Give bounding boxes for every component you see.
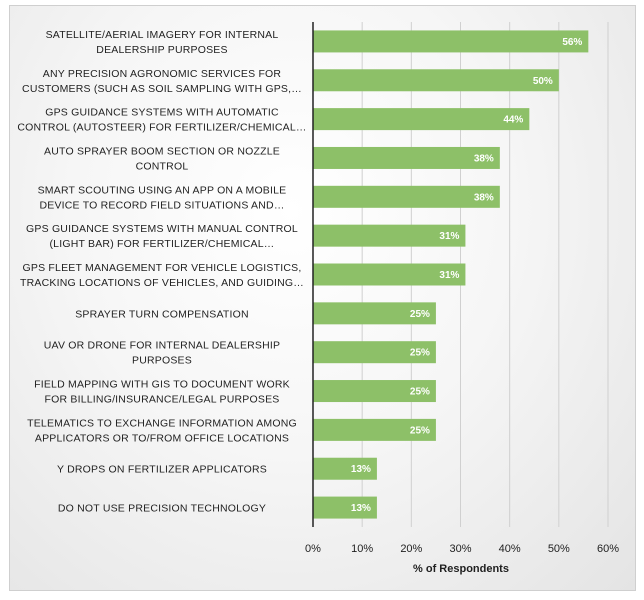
x-tick-label: 40% [499,543,521,555]
x-tick-label: 10% [351,543,373,555]
bars: 56% 50% 44% 38% 38% 31% 31% 25% 25% 25% 25% 13% 13% [313,30,589,519]
category-label-line: ANY PRECISION AGRONOMIC SERVICES FOR [43,68,282,80]
category-labels: SATELLITE/AERIAL IMAGERY FOR INTERNAL DEA… [17,29,306,515]
bar [313,146,500,169]
bar [313,380,436,403]
category-label-line: DO NOT USE PRECISION TECHNOLOGY [58,503,266,515]
category-label-line: GPS FLEET MANAGEMENT FOR VEHICLE LOGISTI… [23,262,302,274]
category-label: TELEMATICS TO EXCHANGE INFORMATION AMONG… [27,417,297,444]
bar [313,302,436,325]
bar [313,263,466,286]
bar [313,224,466,247]
bar-value-label: 13% [351,503,371,514]
category-label: SPRAYER TURN COMPENSATION [75,308,249,320]
category-label-line: FOR BILLING/INSURANCE/LEGAL PURPOSES [45,394,280,406]
bar-value-label: 38% [474,153,494,164]
bar-value-label: 38% [474,192,494,203]
bar [313,341,436,364]
category-label-line: FIELD MAPPING WITH GIS TO DOCUMENT WORK [34,379,290,391]
category-label-line: GPS GUIDANCE SYSTEMS WITH MANUAL CONTROL [26,223,298,235]
category-label: SATELLITE/AERIAL IMAGERY FOR INTERNAL DEA… [46,29,279,56]
bar-value-label: 13% [351,464,371,475]
bar [313,30,589,53]
category-label-line: (LIGHT BAR) FOR FERTILIZER/CHEMICAL… [49,238,274,250]
bar-value-label: 25% [410,425,430,436]
category-label-line: SMART SCOUTING USING AN APP ON A MOBILE [38,184,287,196]
category-label-line: SPRAYER TURN COMPENSATION [75,308,249,320]
x-tick-label: 20% [400,543,422,555]
bar-chart: 56%50%44%38%38%31%31%25%25%25%25%13%13% … [17,22,619,575]
bar [313,457,377,480]
bar [313,418,436,441]
category-label-line: CONTROL [136,160,189,172]
bar [313,496,377,519]
category-label-line: SATELLITE/AERIAL IMAGERY FOR INTERNAL [46,29,279,41]
category-label-line: CUSTOMERS (SUCH AS SOIL SAMPLING WITH GP… [22,83,302,95]
category-label-line: DEVICE TO RECORD FIELD SITUATIONS AND… [39,199,284,211]
x-tick-label: 30% [449,543,471,555]
category-label-line: TELEMATICS TO EXCHANGE INFORMATION AMONG [27,417,297,429]
bar-value-label: 25% [410,387,430,398]
x-tick-label: 50% [548,543,570,555]
category-label-line: APPLICATORS OR TO/FROM OFFICE LOCATIONS [35,432,289,444]
bar-value-label: 56% [562,37,582,48]
category-label: Y DROPS ON FERTILIZER APPLICATORS [57,464,267,476]
chart-frame: 56% 50% 44% 38% 38% 31% 31% 25% 25% 25% 25% 13% 13% … [9,5,636,591]
bar [313,108,530,131]
x-axis-ticks: 0% 10% 20% 30% 40% 50% 60% [305,543,619,555]
bar-value-label: 50% [533,76,553,87]
category-label-line: GPS GUIDANCE SYSTEMS WITH AUTOMATIC [45,107,279,119]
category-label: FIELD MAPPING WITH GIS TO DOCUMENT WORK F… [34,379,290,406]
x-tick-label: 60% [597,543,619,555]
category-label-line: PURPOSES [132,355,192,367]
category-label: GPS GUIDANCE SYSTEMS WITH AUTOMATIC CONTR… [17,107,306,134]
bar [313,185,500,208]
bar-value-label: 31% [439,231,459,242]
bar-value-label: 31% [439,270,459,281]
category-label: SMART SCOUTING USING AN APP ON A MOBILE D… [38,184,287,211]
category-label: ANY PRECISION AGRONOMIC SERVICES FOR CUST… [22,68,302,95]
bar-value-label: 25% [410,348,430,359]
category-label-line: Y DROPS ON FERTILIZER APPLICATORS [57,464,267,476]
category-label-line: UAV OR DRONE FOR INTERNAL DEALERSHIP [44,340,281,352]
bar-value-label: 25% [410,309,430,320]
bar-value-label: 44% [503,115,523,126]
category-label: AUTO SPRAYER BOOM SECTION OR NOZZLE CONTR… [44,145,280,172]
category-label: DO NOT USE PRECISION TECHNOLOGY [58,503,266,515]
category-label-line: CONTROL (AUTOSTEER) FOR FERTILIZER/CHEMI… [17,122,306,134]
x-axis-title: % of Respondents [413,563,509,575]
category-label: GPS FLEET MANAGEMENT FOR VEHICLE LOGISTI… [20,262,304,289]
category-label-line: AUTO SPRAYER BOOM SECTION OR NOZZLE [44,145,280,157]
category-label-line: TRACKING LOCATIONS OF VEHICLES, AND GUID… [20,277,304,289]
category-label: UAV OR DRONE FOR INTERNAL DEALERSHIP PURP… [44,340,281,367]
category-label: GPS GUIDANCE SYSTEMS WITH MANUAL CONTROL… [26,223,298,250]
bar [313,69,559,92]
category-label-line: DEALERSHIP PURPOSES [96,44,227,56]
x-tick-label: 0% [305,543,321,555]
